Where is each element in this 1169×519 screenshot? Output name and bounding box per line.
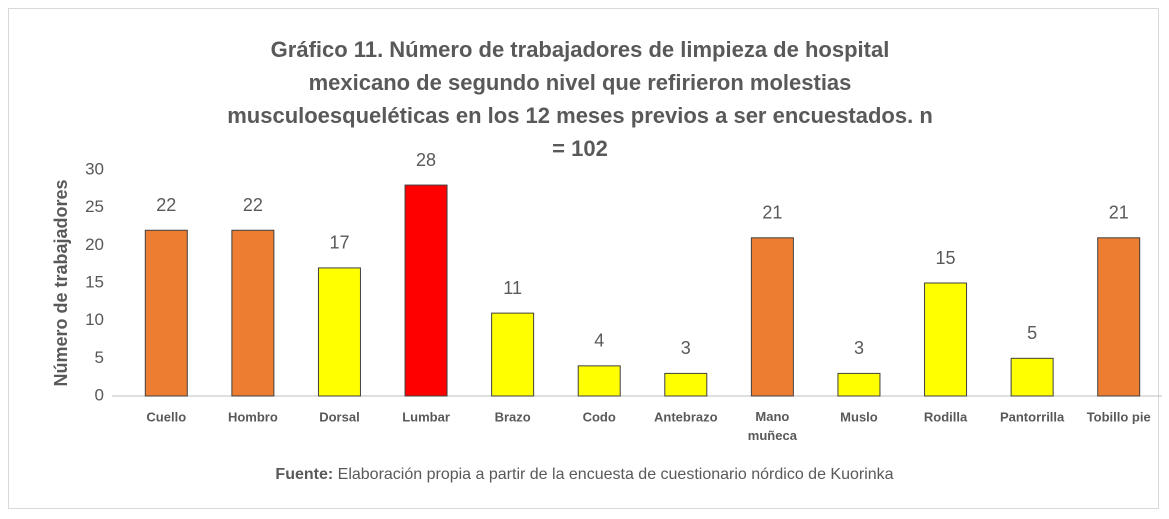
x-tick-label: Tobillo pie	[1087, 409, 1151, 424]
bar	[664, 372, 708, 397]
y-tick-label: 5	[95, 348, 104, 367]
x-tick-label: Hombro	[228, 409, 278, 424]
x-tick-label: Rodilla	[924, 409, 968, 424]
value-label: 3	[681, 338, 691, 358]
bar	[750, 237, 794, 397]
x-tick-label: Muslo	[840, 409, 878, 424]
x-tick-label: Brazo	[495, 409, 531, 424]
x-tick-label: Codo	[583, 409, 616, 424]
y-tick-label: 30	[85, 159, 104, 178]
x-tick-label: Mano muñeca	[748, 409, 798, 443]
bar	[1010, 357, 1054, 397]
chart-frame	[8, 8, 1159, 509]
value-label: 22	[156, 195, 176, 215]
source-text: Elaboración propia a partir de la encues…	[337, 466, 894, 483]
x-tick-label: Cuello	[146, 409, 186, 424]
bar	[144, 229, 188, 397]
value-label: 22	[243, 195, 263, 215]
x-tick-label: Lumbar	[402, 409, 450, 424]
source-note: Fuente: Elaboración propia a partir de l…	[0, 466, 1169, 484]
x-tick-label: Dorsal	[319, 409, 359, 424]
value-label: 5	[1027, 323, 1037, 343]
value-label: 17	[329, 233, 349, 253]
y-tick-label: 20	[85, 235, 104, 254]
x-tick-label: Pantorrilla	[1000, 409, 1065, 424]
bar	[837, 372, 881, 397]
bar	[1097, 237, 1141, 397]
y-axis-label: Número de trabajadores	[51, 179, 71, 386]
bar	[404, 184, 448, 397]
bar	[577, 365, 621, 397]
value-label: 15	[936, 248, 956, 268]
value-label: 4	[594, 331, 604, 351]
bar	[317, 267, 361, 397]
x-tick-label: Antebrazo	[654, 409, 718, 424]
value-label: 3	[854, 338, 864, 358]
y-tick-label: 10	[85, 310, 104, 329]
y-tick-label: 25	[85, 197, 104, 216]
bar	[231, 229, 275, 397]
bar	[491, 312, 535, 397]
y-tick-label: 0	[95, 385, 104, 404]
value-label: 28	[416, 150, 436, 170]
y-tick-label: 15	[85, 272, 104, 291]
value-label: 11	[503, 278, 522, 298]
value-label: 21	[762, 203, 782, 223]
bar	[924, 282, 968, 397]
source-label: Fuente:	[275, 466, 334, 483]
chart-title: Gráfico 11. Número de trabajadores de li…	[227, 37, 933, 161]
value-label: 21	[1109, 203, 1129, 223]
